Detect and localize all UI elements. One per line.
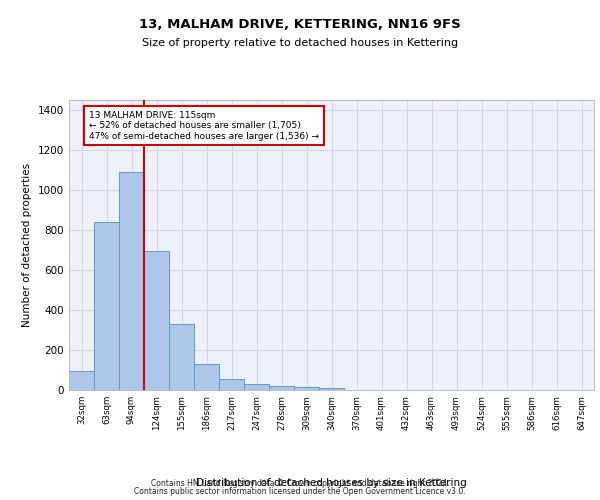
X-axis label: Distribution of detached houses by size in Kettering: Distribution of detached houses by size … bbox=[196, 478, 467, 488]
Bar bbox=[194, 364, 219, 390]
Bar bbox=[94, 222, 119, 390]
Text: 13, MALHAM DRIVE, KETTERING, NN16 9FS: 13, MALHAM DRIVE, KETTERING, NN16 9FS bbox=[139, 18, 461, 30]
Text: 13 MALHAM DRIVE: 115sqm
← 52% of detached houses are smaller (1,705)
47% of semi: 13 MALHAM DRIVE: 115sqm ← 52% of detache… bbox=[89, 111, 319, 141]
Bar bbox=[269, 386, 294, 390]
Text: Contains public sector information licensed under the Open Government Licence v3: Contains public sector information licen… bbox=[134, 487, 466, 496]
Text: Contains HM Land Registry data © Crown copyright and database right 2024.: Contains HM Land Registry data © Crown c… bbox=[151, 478, 449, 488]
Bar bbox=[144, 251, 169, 390]
Y-axis label: Number of detached properties: Number of detached properties bbox=[22, 163, 32, 327]
Text: Size of property relative to detached houses in Kettering: Size of property relative to detached ho… bbox=[142, 38, 458, 48]
Bar bbox=[294, 387, 319, 390]
Bar bbox=[219, 379, 244, 390]
Bar bbox=[244, 384, 269, 390]
Bar bbox=[69, 371, 94, 390]
Bar bbox=[119, 172, 144, 390]
Bar bbox=[169, 324, 194, 390]
Bar bbox=[319, 388, 344, 390]
